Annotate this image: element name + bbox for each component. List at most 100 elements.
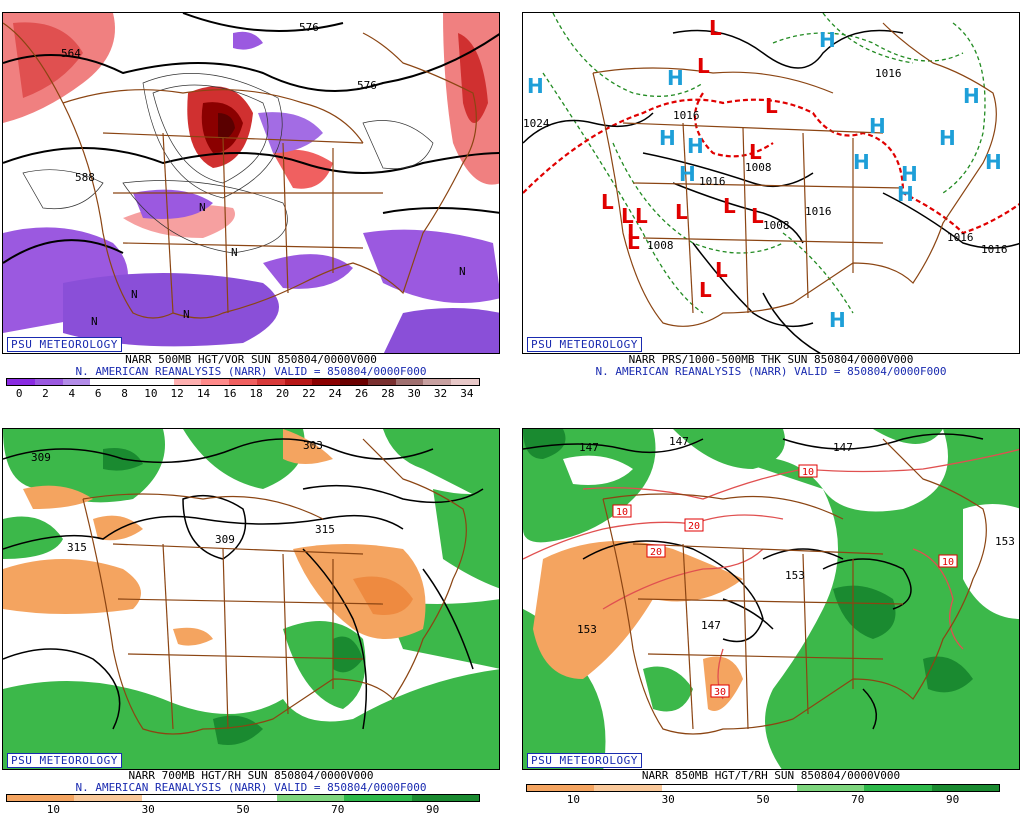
colorbar-swatch [62,379,91,385]
low-pressure-marker: L [715,258,728,282]
temp-label-10-c: 10 [942,557,954,568]
colorbar-swatch [173,379,202,385]
colorbar-swatch [451,379,480,385]
colorbar-tick-label: 4 [68,387,76,400]
colorbar-swatch [340,379,368,385]
temp-label-20-a: 20 [688,521,700,532]
colorbar-tick-label: 28 [381,387,395,400]
isobar-label-1016-d: 1016 [699,175,726,188]
svg-text:N: N [199,201,206,214]
temp-label-10-a: 10 [616,507,628,518]
contour-label-315-a: 315 [67,541,87,554]
low-pressure-marker: L [749,140,762,164]
colorbar-tick-label: 30 [407,387,421,400]
colorbar-swatch [141,795,210,801]
vorticity-colorbar [6,378,480,386]
high-pressure-marker: H [853,150,870,174]
colorbar-swatch [34,379,63,385]
contour-label-309-a: 309 [31,451,51,464]
high-pressure-marker: H [667,66,684,90]
rh-colorbar [6,794,480,802]
map-700mb: 309 303 315 309 315 PSU METEOROLOGY [2,428,500,770]
colorbar-swatch [931,785,999,791]
colorbar-swatch [276,795,345,801]
contour-label-564: 564 [61,47,81,60]
colorbar-tick-label: 90 [425,803,440,816]
colorbar-swatch [395,379,424,385]
svg-text:N: N [183,308,190,321]
isobar-label-1016-e: 1016 [947,231,974,244]
svg-text:N: N [131,288,138,301]
colorbar-tick-label: 30 [661,793,675,806]
high-pressure-marker: H [829,308,846,332]
contour-label-576b: 576 [299,21,319,34]
colorbar-tick-label: 70 [851,793,865,806]
colorbar-swatch [411,795,479,801]
contour-label-588: 588 [75,171,95,184]
panel-850mb-temp-rh: 147 147 147 153 153 153 147 10 20 20 10 … [522,428,1020,818]
low-pressure-marker: L [709,16,722,40]
contour-label-303: 303 [303,439,323,452]
isobar-label-1016-c: 1016 [805,205,832,218]
colorbar-swatch [423,379,452,385]
isobar-label-1008-a: 1008 [745,161,772,174]
panel-valid-caption: N. AMERICAN REANALYSIS (NARR) VALID = 85… [595,365,947,378]
svg-text:N: N [459,265,466,278]
psu-meteorology-badge: PSU METEOROLOGY [527,337,642,352]
low-pressure-marker: L [675,200,688,224]
colorbar-swatch [7,795,75,801]
colorbar-tick-label: 10 [144,387,158,400]
psu-meteorology-badge: PSU METEOROLOGY [7,753,122,768]
high-pressure-marker: H [963,84,980,108]
low-pressure-marker: L [765,94,778,118]
high-pressure-marker: H [985,150,1002,174]
colorbar-swatch [229,379,257,385]
contour-label-309-b: 309 [215,533,235,546]
colorbar-swatch [661,785,730,791]
high-pressure-marker: H [901,162,918,186]
contour-label-153-a: 153 [995,535,1015,548]
contour-label-153-b: 153 [785,569,805,582]
panel-valid-caption: N. AMERICAN REANALYSIS (NARR) VALID = 85… [75,365,427,378]
contour-label-315-b: 315 [315,523,335,536]
colorbar-tick-label: 10 [46,803,61,816]
colorbar-swatch [729,785,797,791]
high-pressure-marker: H [679,162,696,186]
colorbar-tick-label: 6 [94,387,102,400]
temp-label-30: 30 [714,687,726,698]
colorbar-swatch [74,795,142,801]
vorticity-colorbar-ticks: 0 2 4 6 8 10 12 14 16 18 20 22 24 26 28 30 32 34 [6,388,480,400]
low-pressure-marker: L [751,204,764,228]
high-pressure-marker: H [527,74,544,98]
colorbar-tick-label: 22 [302,387,316,400]
low-pressure-marker: L [627,230,640,254]
rh-colorbar-850-ticks: 10 30 50 70 90 [526,794,1000,806]
colorbar-tick-label: 8 [121,387,128,400]
high-pressure-marker: H [939,126,956,150]
high-pressure-marker: H [819,28,836,52]
psu-meteorology-badge: PSU METEOROLOGY [527,753,642,768]
low-pressure-marker: L [635,204,648,228]
colorbar-swatch [864,785,932,791]
map-500mb: 564 576 588 576 N N N N N N PSU METEOROLOGY [2,12,500,354]
temp-label-20-b: 20 [650,547,662,558]
isobar-label-1016-b: 1016 [673,109,700,122]
colorbar-swatch [344,795,412,801]
colorbar-tick-label: 0 [15,387,23,400]
colorbar-tick-label: 30 [141,803,155,816]
contour-label-147-a: 147 [579,441,599,454]
colorbar-swatch [594,785,662,791]
colorbar-swatch [312,379,341,385]
colorbar-swatch [209,795,277,801]
low-pressure-marker: L [723,194,736,218]
colorbar-tick-label: 26 [354,387,369,400]
colorbar-tick-label: 70 [331,803,345,816]
colorbar-swatch [201,379,230,385]
colorbar-tick-label: 14 [196,387,211,400]
colorbar-tick-label: 10 [566,793,581,806]
high-pressure-marker: H [659,126,676,150]
panel-caption: NARR 850MB HGT/T/RH SUN 850804/0000V000 [641,769,901,782]
isobar-label-1008-b: 1008 [763,219,790,232]
colorbar-swatch [118,379,146,385]
